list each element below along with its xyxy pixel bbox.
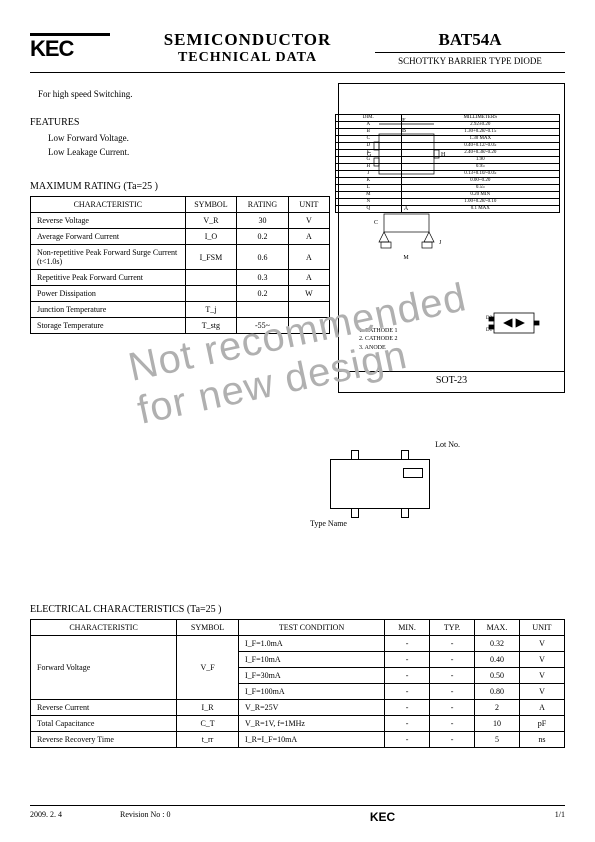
table-row: Reverse VoltageV_R30V	[31, 213, 330, 229]
elec-char-table: CHARACTERISTIC SYMBOL TEST CONDITION MIN…	[30, 619, 565, 748]
col-header: CHARACTERISTIC	[31, 197, 186, 213]
header-title-block: SEMICONDUCTOR TECHNICAL DATA	[120, 30, 375, 66]
features-heading: FEATURES	[30, 117, 330, 128]
footer-revision: Revision No : 0	[120, 810, 240, 824]
pin-notes: 1. CATHODE 1 2. CATHODE 2 3. ANODE	[359, 327, 398, 352]
max-rating-heading: MAXIMUM RATING (Ta=25 )	[30, 181, 330, 192]
svg-text:J: J	[439, 240, 442, 246]
table-row: Junction TemperatureT_j	[31, 302, 330, 318]
description: For high speed Switching.	[38, 89, 330, 99]
table-row: Total CapacitanceC_TV_R=1V, f=1MHz--10pF	[31, 716, 565, 732]
table-row: Forward Voltage V_F I_F=1.0mA--0.32V	[31, 636, 565, 652]
table-row: Reverse CurrentI_RV_R=25V--2A	[31, 700, 565, 716]
marking-diagram: Lot No. Type Name	[280, 440, 480, 530]
part-number: BAT54A	[375, 30, 565, 53]
part-block: BAT54A SCHOTTKY BARRIER TYPE DIODE	[375, 30, 565, 66]
col-header: UNIT	[288, 197, 329, 213]
header: KEC SEMICONDUCTOR TECHNICAL DATA BAT54A …	[30, 30, 565, 73]
max-rating-table: CHARACTERISTIC SYMBOL RATING UNIT Revers…	[30, 196, 330, 334]
svg-text:D2: D2	[486, 316, 493, 321]
footer-logo: KEC	[240, 810, 525, 824]
svg-text:C: C	[374, 220, 378, 226]
svg-text:KEC: KEC	[30, 36, 75, 58]
elec-char-heading: ELECTRICAL CHARACTERISTICS (Ta=25 )	[30, 604, 565, 615]
feature-item: Low Leakage Current.	[48, 146, 330, 160]
footer-page: 1/1	[525, 810, 565, 824]
table-row: Repetitive Peak Forward Current0.3A	[31, 270, 330, 286]
header-title-1: SEMICONDUCTOR	[120, 30, 375, 50]
package-name: SOT-23	[339, 371, 564, 386]
table-row: Average Forward CurrentI_O0.2A	[31, 229, 330, 245]
svg-text:D1: D1	[486, 328, 493, 333]
table-row: Reverse Recovery Timet_rrI_R=I_F=10mA--5…	[31, 732, 565, 748]
table-row: Non-repetitive Peak Forward Surge Curren…	[31, 245, 330, 270]
feature-item: Low Forward Voltage.	[48, 132, 330, 146]
col-header: SYMBOL	[185, 197, 237, 213]
part-subtitle: SCHOTTKY BARRIER TYPE DIODE	[375, 56, 565, 66]
footer: 2009. 2. 4 Revision No : 0 KEC 1/1	[30, 805, 565, 824]
table-row: Storage TemperatureT_stg-55~	[31, 318, 330, 334]
package-outline-box: E B G H C J M A	[338, 83, 565, 393]
col-header: RATING	[237, 197, 289, 213]
company-logo: KEC	[30, 30, 120, 60]
schematic-symbol: D2 D1	[484, 305, 544, 347]
table-row: Power Dissipation0.2W	[31, 286, 330, 302]
svg-text:M: M	[403, 255, 409, 261]
dimension-table: DIM.MILLIMETERS A2.92±0.20 B1.30+0.28/-0…	[335, 114, 560, 213]
header-title-2: TECHNICAL DATA	[120, 50, 375, 66]
footer-date: 2009. 2. 4	[30, 810, 120, 824]
